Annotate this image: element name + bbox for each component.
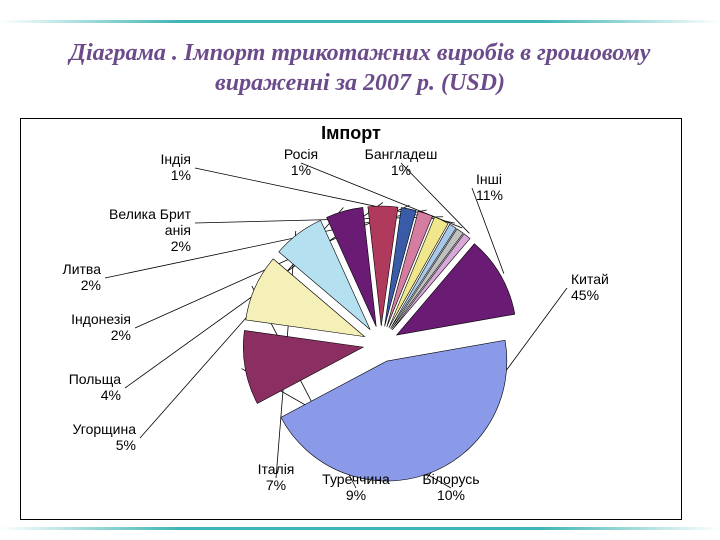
pie-label: Китай45% (571, 271, 609, 303)
pie-chart: Китай45% Білорусь10% Туреччина9% Італія7% Уг… (21, 149, 681, 519)
pie-label: Бангладеш1% (365, 149, 438, 178)
slide: Діаграма . Імпорт трикотажних виробів в … (0, 0, 720, 540)
pie-label: Литва2% (63, 261, 102, 293)
pie-label: Інші11% (476, 171, 503, 203)
accent-line-top (0, 20, 720, 23)
leader-line (195, 168, 455, 223)
pie-label: Росія1% (284, 149, 318, 178)
slide-title: Діаграма . Імпорт трикотажних виробів в … (40, 38, 680, 98)
pie-label: Білорусь10% (422, 471, 479, 503)
pie-label: Велика Британія2% (109, 206, 192, 254)
pie-label: Туреччина9% (322, 471, 390, 503)
pie-label: Італія7% (258, 461, 295, 493)
pie-label: Польща4% (69, 371, 122, 403)
accent-line-bottom (0, 527, 720, 530)
pie-label: Угорщина5% (73, 421, 137, 453)
pie-label: Індія1% (161, 151, 191, 183)
chart-container: Імпорт Китай45% Білорусь10% Туреччина9% Іта… (20, 118, 682, 520)
pie-label: Індонезія2% (71, 311, 131, 343)
chart-title: Імпорт (21, 123, 681, 144)
